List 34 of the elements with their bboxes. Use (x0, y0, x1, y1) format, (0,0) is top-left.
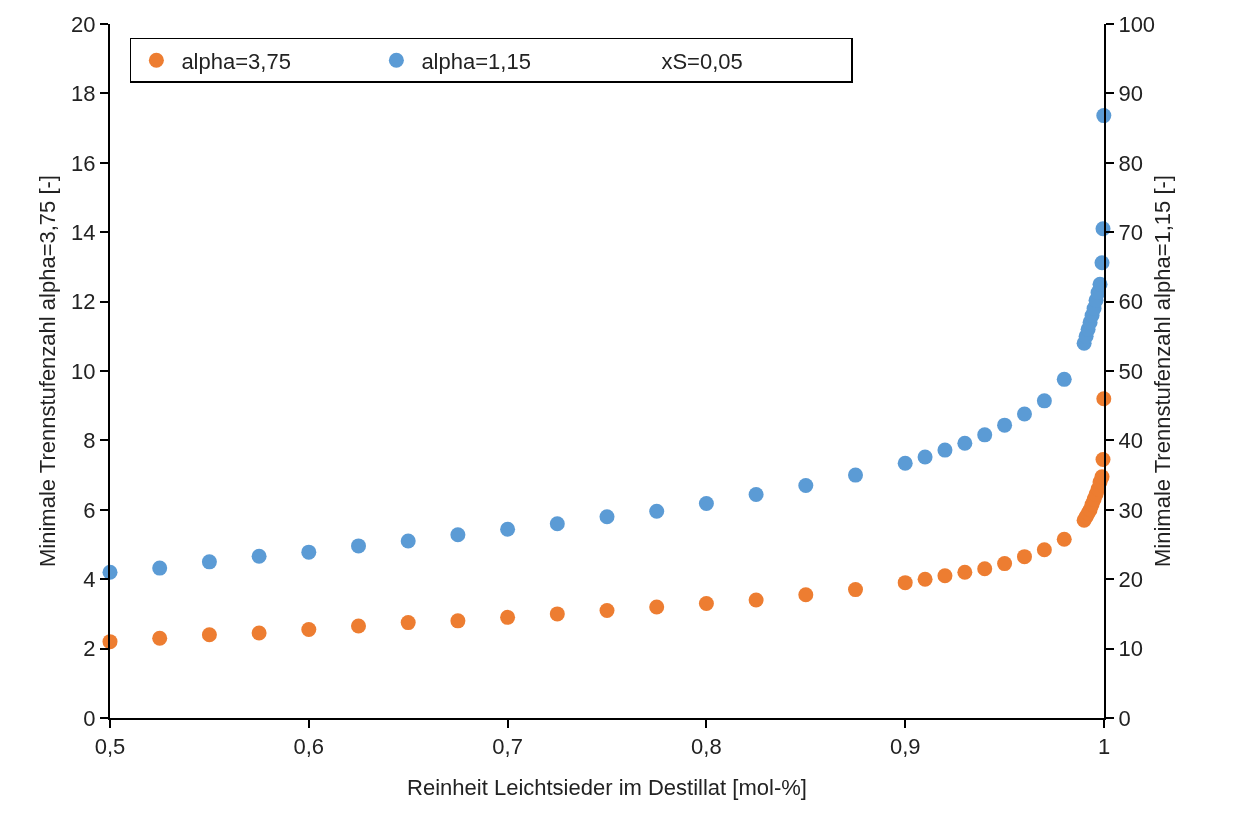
y-axis-title: Minimale Trennstufenzahl alpha=3,75 [-] (35, 175, 60, 567)
y-tick-label: 0 (83, 705, 96, 731)
y-tick-label: 10 (71, 358, 96, 384)
y-tick-label: 12 (71, 289, 96, 315)
y2-tick-label: 0 (1118, 705, 1131, 731)
legend-label: alpha=3,75 (181, 48, 291, 74)
text: xS=0,05 (661, 48, 743, 74)
y2-tick-label: 90 (1118, 81, 1143, 107)
x-tick-label: 0,7 (492, 734, 523, 760)
y-tick-label: 16 (71, 150, 96, 176)
y-tick-label: 6 (83, 497, 96, 523)
y2-tick-label: 10 (1118, 636, 1143, 662)
y-tick-label: 18 (71, 81, 96, 107)
x-tick-label: 0,5 (94, 734, 126, 760)
x-tick-label: 1 (1097, 734, 1111, 760)
y2-tick-label: 100 (1118, 11, 1156, 37)
y-tick-label: 4 (83, 566, 96, 592)
x-tick-label: 0,6 (293, 734, 325, 760)
y2-axis-title: Minimale Trennstufenzahl alpha=1,15 [-] (1150, 175, 1175, 567)
y2-tick-label: 70 (1118, 219, 1143, 245)
y2-tick-label: 80 (1118, 150, 1143, 176)
x-tick-label: 0,9 (889, 734, 921, 760)
legend-label: alpha=1,15 (421, 48, 531, 74)
x-tick-label: 0,8 (691, 734, 722, 760)
y2-tick-label: 50 (1118, 358, 1143, 384)
y2-tick-label: 30 (1118, 497, 1143, 523)
x-axis-title: Reinheit Leichtsieder im Destillat [mol-%] (407, 775, 807, 800)
y-tick-label: 20 (71, 11, 96, 37)
y2-tick-label: 60 (1118, 289, 1143, 315)
y-tick-label: 14 (71, 219, 96, 245)
y2-tick-label: 20 (1118, 566, 1143, 592)
y-tick-label: 8 (83, 428, 96, 454)
y2-tick-label: 40 (1118, 428, 1143, 454)
y-tick-label: 2 (83, 636, 96, 662)
